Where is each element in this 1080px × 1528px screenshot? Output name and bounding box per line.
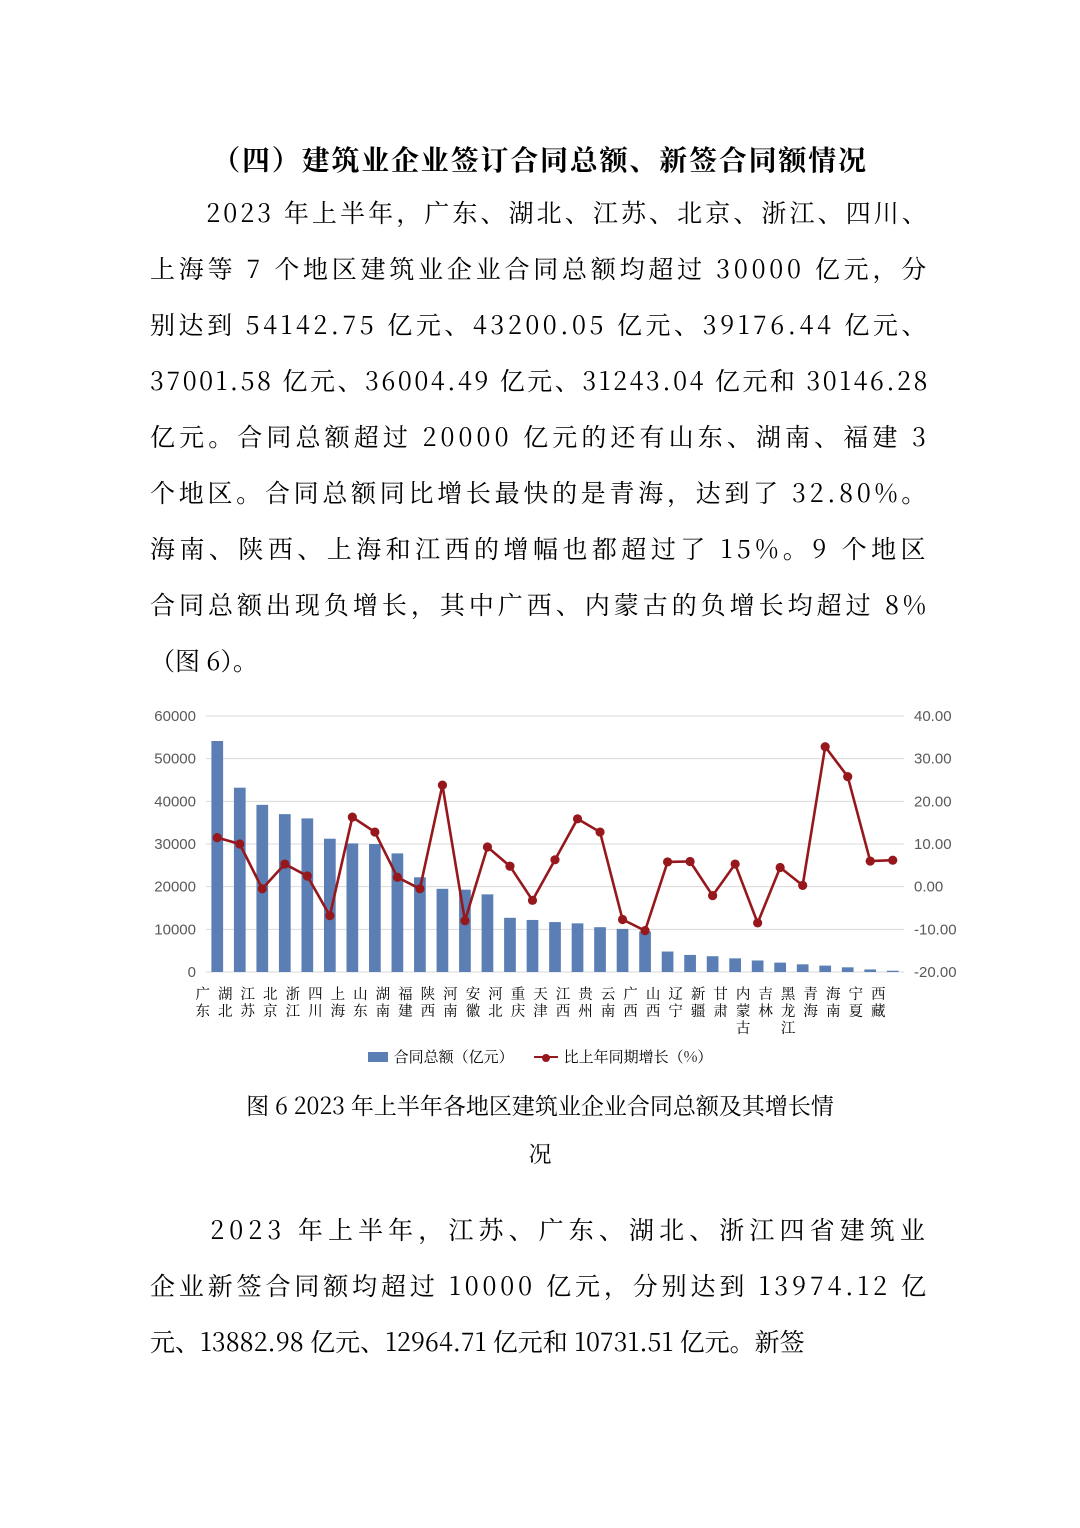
svg-text:0: 0: [188, 964, 196, 980]
svg-text:-10.00: -10.00: [914, 921, 957, 938]
svg-text:20.00: 20.00: [914, 793, 952, 810]
svg-text:10.00: 10.00: [914, 836, 952, 853]
svg-text:40.00: 40.00: [914, 708, 952, 725]
svg-text:60000: 60000: [154, 708, 196, 725]
svg-text:20000: 20000: [154, 879, 196, 896]
svg-text:-20.00: -20.00: [914, 964, 957, 980]
svg-text:30000: 30000: [154, 836, 196, 853]
svg-text:10000: 10000: [154, 921, 196, 938]
svg-text:50000: 50000: [154, 751, 196, 768]
svg-text:30.00: 30.00: [914, 751, 952, 768]
svg-text:40000: 40000: [154, 793, 196, 810]
svg-text:0.00: 0.00: [914, 879, 943, 896]
